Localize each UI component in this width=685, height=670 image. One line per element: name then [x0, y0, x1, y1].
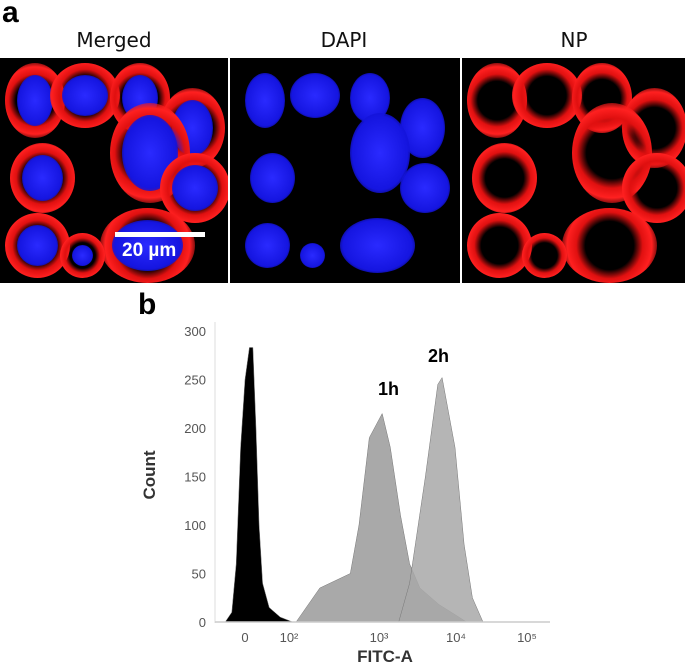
column-title-dapi: DAPI: [320, 28, 368, 52]
np-image: [462, 58, 685, 283]
nucleus: [17, 75, 53, 126]
panel-b-label: b: [138, 288, 157, 321]
histogram-2h: [398, 376, 484, 623]
x-tick-label: 10²: [280, 630, 299, 645]
x-axis-label: FITC-A: [357, 647, 413, 666]
panel-a-label: a: [2, 0, 19, 29]
y-tick-label: 50: [192, 567, 206, 582]
dapi-image: [230, 58, 460, 283]
label-1h: 1h: [378, 379, 399, 399]
y-tick-label: 200: [184, 421, 206, 436]
y-tick-label: 0: [199, 615, 206, 630]
nucleus: [62, 75, 108, 116]
nucleus: [72, 245, 93, 266]
nucleus: [340, 218, 415, 273]
nucleus: [112, 220, 183, 271]
nucleus: [350, 113, 410, 193]
x-tick-label: 10³: [370, 630, 389, 645]
y-axis-label: Count: [140, 450, 159, 499]
y-tick-label: 300: [184, 324, 206, 339]
nucleus: [250, 153, 295, 203]
x-tick-label: 10⁴: [446, 630, 466, 645]
cell-cytoplasm: [622, 153, 685, 223]
column-title-np: NP: [560, 28, 588, 52]
cell-cytoplasm: [562, 208, 657, 283]
column-title-merged: Merged: [76, 28, 152, 52]
nucleus: [290, 73, 340, 118]
label-2h: 2h: [428, 346, 449, 366]
cell-cytoplasm: [467, 213, 532, 278]
merged-image: [0, 58, 228, 283]
x-tick-label: 0: [241, 630, 248, 645]
cell-cytoplasm: [522, 233, 567, 278]
nucleus: [245, 73, 285, 128]
histogram-control: [224, 347, 293, 623]
y-tick-label: 100: [184, 518, 206, 533]
cell-cytoplasm: [512, 63, 582, 128]
nucleus: [400, 163, 450, 213]
nucleus: [172, 165, 218, 211]
cell-cytoplasm: [472, 143, 537, 213]
y-tick-label: 150: [184, 470, 206, 485]
y-tick-label: 250: [184, 373, 206, 388]
nucleus: [22, 155, 63, 201]
scale-bar-label: 20 µm: [122, 240, 177, 261]
nucleus: [300, 243, 325, 268]
nucleus: [17, 225, 58, 266]
nucleus: [245, 223, 290, 268]
x-tick-label: 10⁵: [517, 630, 537, 645]
scale-bar: [115, 232, 205, 237]
